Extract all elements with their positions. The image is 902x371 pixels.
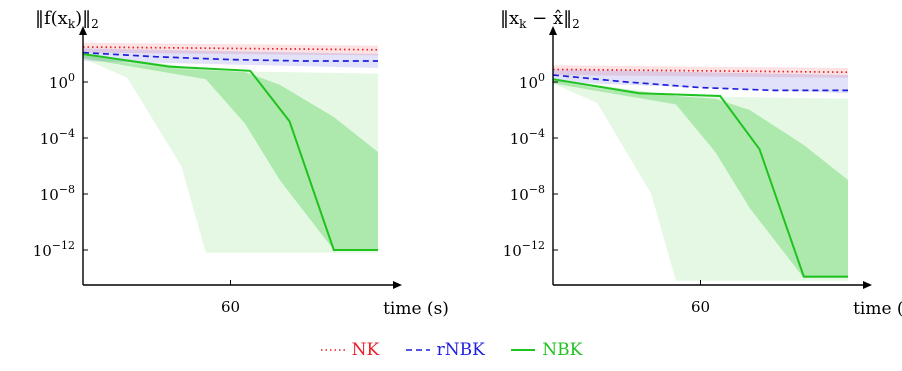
series-line-nbk	[552, 78, 848, 278]
y-tick-label: 10−12	[33, 239, 75, 260]
y-tick-label: 10−12	[503, 239, 545, 260]
y-tick-label: 10−4	[510, 127, 545, 148]
band-nk-0	[553, 65, 848, 78]
x-axis-arrow	[863, 281, 872, 289]
x-axis-arrow	[393, 281, 402, 289]
legend-swatch-nk	[320, 349, 345, 351]
legend: NK rNBK NBK	[0, 340, 902, 360]
chart-title: ‖f(xk)‖2	[35, 8, 99, 31]
figure: 60 100 10−4 10−8 10−12 time (s) ‖f(xk)‖2 60 100…	[33, 8, 902, 319]
band-nbk-0	[553, 79, 848, 281]
series-line-nbk	[82, 53, 378, 251]
y-tick-label: 100	[49, 71, 75, 92]
panel-f-norm: 60 100 10−4 10−8 10−12 time (s) ‖f(xk)‖2	[33, 8, 449, 319]
band-nbk-1	[83, 54, 378, 250]
chart-title: ‖xk − x̂‖2	[500, 8, 580, 31]
y-tick-label: 10−8	[510, 183, 545, 204]
legend-item-rnbk[interactable]: rNBK	[405, 340, 485, 360]
band-rnbk-0	[83, 48, 378, 68]
panel-x-error: 60 100 10−4 10−8 10−12 time (s) ‖xk − x̂‖2	[500, 8, 902, 319]
x-axis-label: time (s)	[853, 299, 902, 319]
y-axis-arrow	[79, 26, 87, 35]
x-tick-label: 60	[221, 298, 240, 316]
y-axis-arrow	[549, 26, 557, 35]
y-tick-label: 10−8	[40, 183, 75, 204]
legend-item-nk[interactable]: NK	[320, 340, 380, 360]
legend-swatch-rnbk	[405, 349, 430, 351]
legend-item-nbk[interactable]: NBK	[510, 340, 582, 360]
band-rnbk-0	[553, 69, 848, 94]
x-tick-label: 60	[691, 298, 710, 316]
band-nbk-0	[83, 54, 378, 253]
x-axis-label: time (s)	[383, 299, 449, 319]
legend-label-rnbk: rNBK	[436, 340, 485, 360]
y-tick-label: 10−4	[40, 127, 75, 148]
band-nbk-1	[553, 79, 848, 278]
legend-label-nbk: NBK	[542, 340, 583, 360]
legend-label-nk: NK	[351, 340, 380, 360]
band-nk-0	[83, 42, 378, 56]
y-tick-label: 100	[519, 71, 545, 92]
legend-swatch-nbk	[511, 349, 536, 351]
